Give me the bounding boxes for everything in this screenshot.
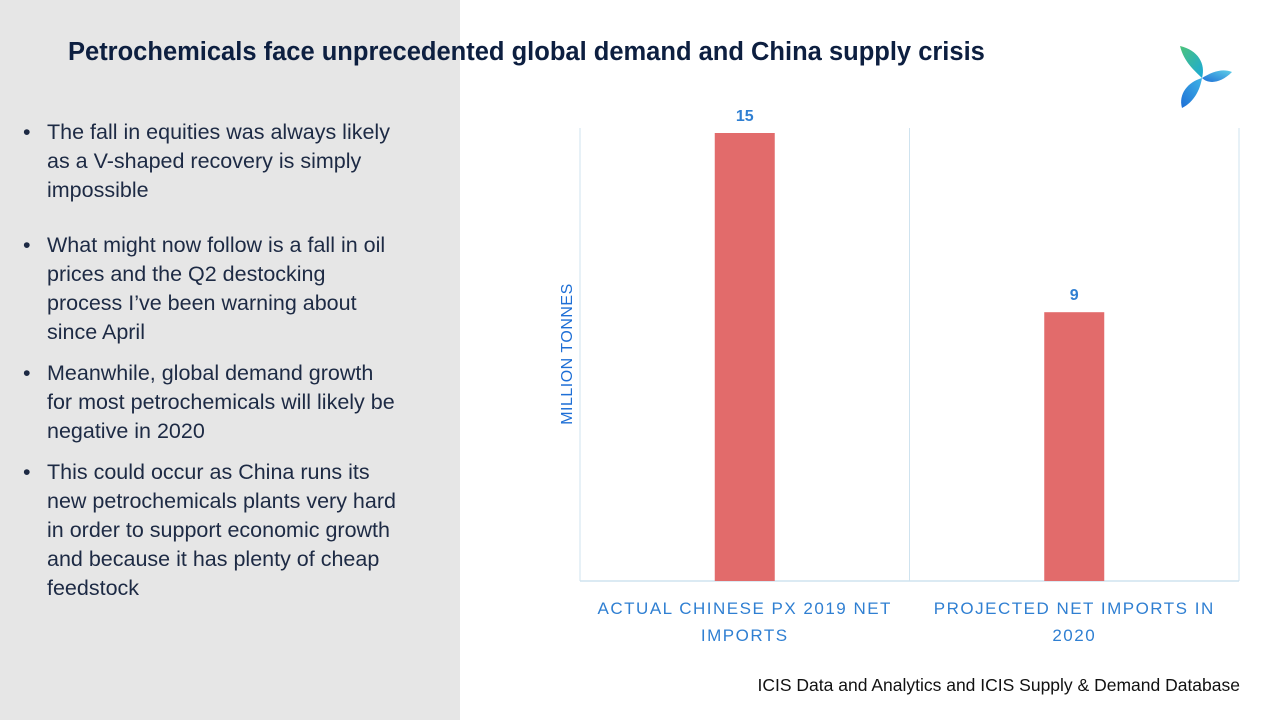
y-axis-label: MILLION TONNES [559, 283, 576, 425]
bullet-line: prices and the Q2 destocking [47, 262, 326, 286]
data-label: 15 [736, 108, 754, 125]
bullet-line: process I’ve been warning about [47, 291, 357, 315]
bullet-item: • This could occur as China runs its new… [22, 458, 447, 603]
x-tick-label: PROJECTED NET IMPORTS IN [934, 599, 1215, 618]
bullet-line: Meanwhile, global demand growth [47, 361, 374, 385]
bullet-line: This could occur as China runs its [47, 460, 370, 484]
bullet-line: since April [47, 320, 145, 344]
bullet-item: • Meanwhile, global demand growth for mo… [22, 359, 447, 446]
x-tick-label: ACTUAL CHINESE PX 2019 NET [598, 599, 892, 618]
bullet-dot: • [23, 120, 31, 144]
x-tick-label: 2020 [1052, 626, 1096, 645]
data-label: 9 [1070, 287, 1079, 304]
bullet-line: What might now follow is a fall in oil [47, 233, 386, 257]
slide-title: Petrochemicals face unprecedented global… [68, 38, 985, 66]
source-note: ICIS Data and Analytics and ICIS Supply … [757, 675, 1241, 695]
bullet-list: • The fall in equities was always likely… [22, 118, 447, 603]
bullet-line: for most petrochemicals will likely be [47, 390, 395, 414]
bullet-line: in order to support economic growth [47, 518, 390, 542]
bullet-dot: • [23, 361, 31, 385]
left-panel [0, 0, 460, 720]
x-tick-label: IMPORTS [701, 626, 789, 645]
bullet-line: new petrochemicals plants very hard [47, 489, 396, 513]
bullet-item: • What might now follow is a fall in oil… [22, 231, 447, 347]
bullet-line: impossible [47, 178, 149, 202]
bar [714, 133, 775, 581]
icis-logo-icon [1180, 46, 1232, 108]
bullet-line: and because it has plenty of cheap [47, 547, 380, 571]
bullet-line: feedstock [47, 576, 140, 600]
bar [1044, 312, 1105, 581]
bullet-line: negative in 2020 [47, 419, 205, 443]
bullet-dot: • [23, 460, 31, 484]
bullet-line: The fall in equities was always likely [47, 120, 390, 144]
bullet-item: • The fall in equities was always likely… [22, 118, 447, 205]
bullet-line: as a V-shaped recovery is simply [47, 149, 362, 173]
bullet-dot: • [23, 233, 31, 257]
